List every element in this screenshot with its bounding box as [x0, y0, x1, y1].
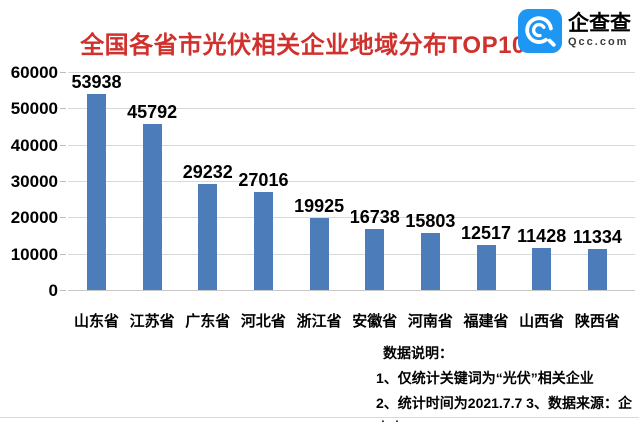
y-axis-tick — [60, 290, 66, 291]
y-axis-tick — [60, 72, 66, 73]
y-axis-tick — [60, 108, 66, 110]
footnote-line: 2、统计时间为2021.7.7 3、数据来源：企查查 — [376, 395, 632, 422]
bar-安徽省 — [365, 229, 385, 290]
plot-area — [60, 72, 635, 291]
x-tick-label: 河南省 — [407, 313, 453, 330]
y-tick-label: 50000 — [10, 99, 58, 119]
footnote-heading: 数据说明： — [383, 345, 453, 361]
y-axis-tick — [60, 217, 66, 219]
y-axis-tick — [60, 181, 66, 182]
chart-title: 全国各省市光伏相关企业地域分布TOP10 — [80, 32, 526, 59]
y-axis-tick — [60, 144, 66, 146]
x-tick-label: 福建省 — [463, 313, 509, 330]
value-label: 15803 — [405, 210, 456, 231]
bar-山西省 — [532, 248, 552, 290]
gridline — [60, 217, 635, 219]
value-label: 27016 — [238, 169, 289, 190]
gridline — [60, 72, 635, 73]
y-tick-label: 40000 — [10, 135, 58, 155]
bar-山东省 — [87, 94, 106, 290]
x-tick-label: 广东省 — [185, 313, 231, 330]
y-tick-label: 30000 — [10, 172, 58, 191]
gridline — [60, 253, 635, 255]
y-axis-tick — [60, 253, 66, 255]
value-label: 53938 — [71, 72, 122, 93]
x-tick-label: 山西省 — [519, 313, 565, 330]
gridline — [60, 108, 635, 110]
bottom-divider — [0, 417, 639, 418]
gridline — [60, 144, 635, 146]
bar-福建省 — [476, 244, 496, 290]
value-label: 45792 — [127, 101, 178, 122]
y-tick-label: 20000 — [10, 208, 58, 228]
qcc-magnifier-icon — [518, 9, 562, 53]
value-label: 12517 — [461, 222, 512, 243]
logo-name: 企查查 — [568, 12, 631, 36]
value-label: 11334 — [572, 226, 622, 247]
x-tick-label: 安徽省 — [352, 313, 398, 330]
bar-河南省 — [420, 232, 440, 290]
x-tick-label: 山东省 — [73, 313, 119, 330]
bar-浙江省 — [309, 217, 329, 290]
logo-text: 企查查 Qcc.com — [568, 13, 631, 49]
x-tick-label: 江苏省 — [129, 313, 175, 330]
value-label: 19925 — [294, 195, 345, 216]
footnote-line: 1、仅统计关键词为“光伏”相关企业 — [376, 370, 594, 386]
x-tick-label: 陕西省 — [574, 313, 620, 330]
bar-陕西省 — [587, 248, 607, 290]
x-tick-label: 河北省 — [240, 313, 286, 330]
qcc-logo: 企查查 Qcc.com — [518, 9, 631, 53]
gridline — [60, 181, 635, 182]
bar-河北省 — [253, 191, 273, 290]
footnotes: 数据说明： 1、仅统计关键词为“光伏”相关企业 2、统计时间为2021.7.7 … — [376, 341, 639, 422]
value-label: 16738 — [349, 207, 400, 228]
x-axis-line — [60, 290, 635, 291]
y-tick-label: 10000 — [10, 244, 58, 264]
y-tick-label: 60000 — [10, 63, 58, 82]
bar-广东省 — [198, 183, 218, 290]
y-tick-label: 0 — [48, 281, 58, 300]
value-label: 11428 — [517, 226, 567, 247]
value-label: 29232 — [182, 161, 233, 182]
bar-江苏省 — [142, 123, 162, 290]
x-tick-label: 浙江省 — [296, 313, 342, 330]
logo-domain: Qcc.com — [568, 36, 629, 49]
